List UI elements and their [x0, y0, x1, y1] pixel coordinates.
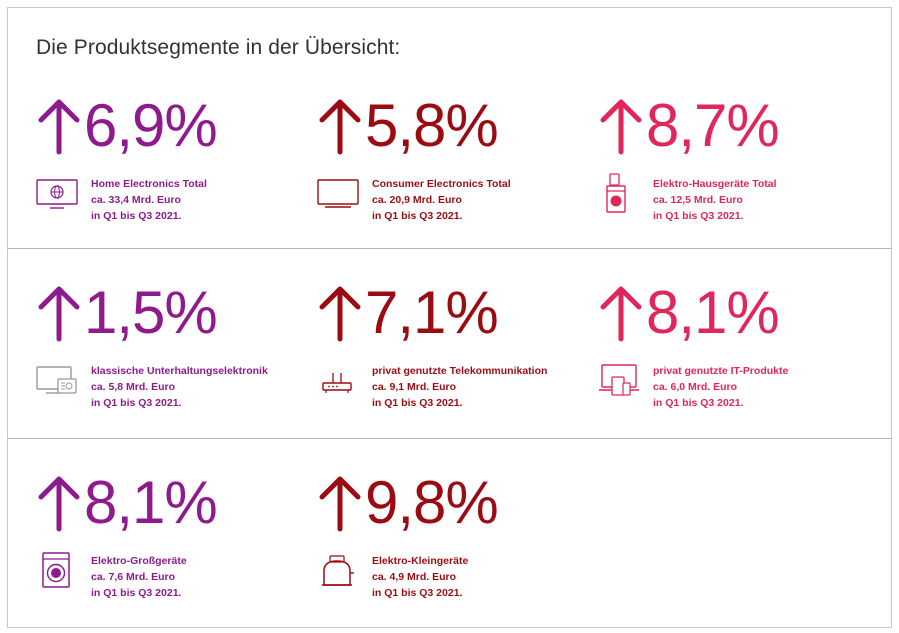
percent-change: 8,1% — [84, 469, 218, 536]
percent-change: 9,8% — [365, 469, 499, 536]
segment-name: Elektro-Kleingeräte — [372, 555, 469, 567]
toaster-icon — [322, 555, 354, 586]
up-arrow-icon — [38, 99, 80, 155]
content-frame — [7, 7, 892, 628]
segment-name: privat genutzte Telekommunikation — [372, 365, 548, 377]
segment-large-appliances: 8,1% Elektro-Großgeräte ca. 7,6 Mrd. Eur… — [36, 467, 306, 617]
segment-period: in Q1 bis Q3 2021. — [372, 587, 463, 599]
up-arrow-icon — [319, 476, 361, 532]
monitor-globe-icon — [36, 179, 78, 209]
percent-change: 7,1% — [365, 279, 499, 346]
percent-change: 6,9% — [84, 92, 218, 159]
percent-change: 5,8% — [365, 92, 499, 159]
segment-amount: ca. 33,4 Mrd. Euro — [91, 194, 181, 206]
segment-name: privat genutzte IT-Produkte — [653, 365, 789, 377]
router-icon — [322, 373, 352, 393]
up-arrow-icon — [319, 286, 361, 342]
percent-change: 1,5% — [84, 279, 218, 346]
laptop-devices-icon — [599, 364, 639, 396]
segment-period: in Q1 bis Q3 2021. — [372, 397, 463, 409]
segment-consumer-electronics: 5,8% Consumer Electronics Total ca. 20,9… — [317, 90, 587, 240]
up-arrow-icon — [38, 476, 80, 532]
segment-telecommunication: 7,1% privat genutzte Telekommunikation c… — [317, 277, 587, 427]
segment-amount: ca. 9,1 Mrd. Euro — [372, 381, 457, 393]
segment-home-appliances: 8,7% Elektro-Hausgeräte Total ca. 12,5 M… — [598, 90, 868, 240]
segment-period: in Q1 bis Q3 2021. — [653, 397, 744, 409]
segment-amount: ca. 5,8 Mrd. Euro — [91, 381, 176, 393]
row-divider — [7, 438, 892, 439]
up-arrow-icon — [319, 99, 361, 155]
page-title: Die Produktsegmente in der Übersicht: — [36, 36, 401, 59]
segment-classic-entertainment: 1,5% klassische Unterhaltungselektronik … — [36, 277, 306, 427]
segment-period: in Q1 bis Q3 2021. — [91, 210, 182, 222]
tv-radio-icon — [36, 366, 77, 394]
segment-period: in Q1 bis Q3 2021. — [653, 210, 744, 222]
segment-period: in Q1 bis Q3 2021. — [372, 210, 463, 222]
segment-name: klassische Unterhaltungselektronik — [91, 365, 268, 377]
up-arrow-icon — [38, 286, 80, 342]
row-divider — [7, 248, 892, 249]
segment-amount: ca. 4,9 Mrd. Euro — [372, 571, 457, 583]
segment-name: Elektro-Hausgeräte Total — [653, 178, 777, 190]
segment-name: Consumer Electronics Total — [372, 178, 511, 190]
segment-amount: ca. 7,6 Mrd. Euro — [91, 571, 176, 583]
percent-change: 8,7% — [646, 92, 780, 159]
segment-period: in Q1 bis Q3 2021. — [91, 587, 182, 599]
segment-period: in Q1 bis Q3 2021. — [91, 397, 182, 409]
segment-it-products: 8,1% privat genutzte IT-Produkte ca. 6,0… — [598, 277, 868, 427]
up-arrow-icon — [600, 99, 642, 155]
washing-machine-icon — [42, 552, 70, 588]
segment-home-electronics: 6,9% Home Electronics Total ca. 33,4 Mrd… — [36, 90, 306, 240]
kitchen-appliances-icon — [606, 173, 626, 213]
tv-icon — [317, 179, 359, 208]
segment-small-appliances: 9,8% Elektro-Kleingeräte ca. 4,9 Mrd. Eu… — [317, 467, 587, 617]
segment-amount: ca. 6,0 Mrd. Euro — [653, 381, 738, 393]
segment-amount: ca. 20,9 Mrd. Euro — [372, 194, 462, 206]
segment-name: Home Electronics Total — [91, 178, 207, 190]
segment-name: Elektro-Großgeräte — [91, 555, 187, 567]
segment-amount: ca. 12,5 Mrd. Euro — [653, 194, 743, 206]
up-arrow-icon — [600, 286, 642, 342]
percent-change: 8,1% — [646, 279, 780, 346]
